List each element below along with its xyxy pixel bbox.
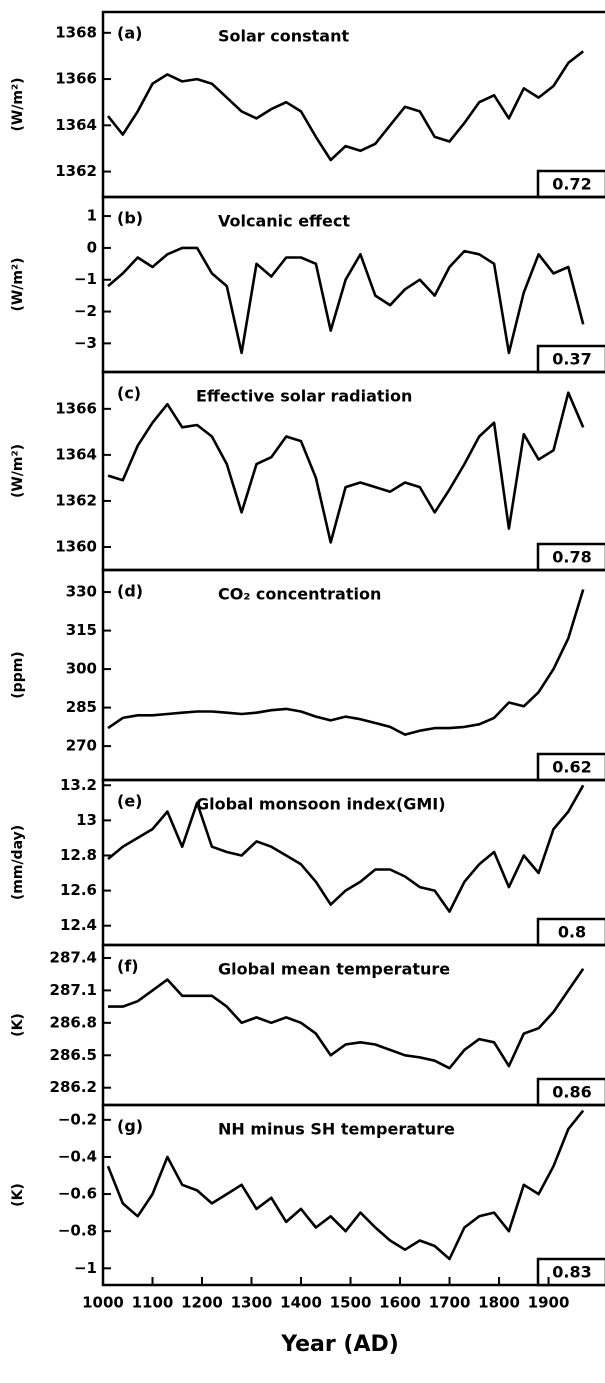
panel-label: (a) <box>117 24 142 43</box>
panel-title: Global monsoon index(GMI) <box>196 795 446 814</box>
x-tick-label: 1100 <box>132 1294 174 1312</box>
panel-label: (d) <box>117 582 143 601</box>
y-tick-label: 12.4 <box>60 916 97 934</box>
y-tick-label: −1 <box>74 1259 97 1277</box>
y-tick-label: 287.1 <box>50 981 97 999</box>
y-tick-label: 286.5 <box>50 1046 97 1064</box>
x-tick-label: 1500 <box>330 1294 372 1312</box>
data-line <box>106 50 584 162</box>
panel-title: CO₂ concentration <box>218 585 381 604</box>
panel-label: (c) <box>117 384 141 403</box>
y-tick-label: 1360 <box>55 537 97 555</box>
y-tick-label: 1368 <box>55 23 97 41</box>
y-tick-label: −0.2 <box>58 1110 97 1128</box>
data-line <box>107 589 585 736</box>
y-tick-label: −0.6 <box>58 1185 97 1203</box>
panel-title: Global mean temperature <box>218 960 450 979</box>
y-axis-label: (W/m²) <box>10 257 26 311</box>
y-tick-label: 1366 <box>55 399 97 417</box>
correlation-value: 0.8 <box>558 923 586 942</box>
y-tick-label: 1362 <box>55 162 97 180</box>
correlation-value: 0.37 <box>552 350 591 369</box>
y-tick-label: 13.2 <box>60 776 97 794</box>
panel-title: Volcanic effect <box>218 212 350 231</box>
y-tick-label: 12.8 <box>60 846 97 864</box>
x-tick-label: 1200 <box>181 1294 223 1312</box>
correlation-value: 0.78 <box>552 548 591 567</box>
y-axis-label: (W/m²) <box>10 444 26 498</box>
panel-frame <box>101 10 605 199</box>
y-axis-label: (mm/day) <box>10 825 26 900</box>
correlation-value: 0.72 <box>552 175 591 194</box>
data-line <box>106 1109 585 1261</box>
x-tick-label: 1400 <box>280 1294 322 1312</box>
y-tick-label: 1364 <box>55 445 97 463</box>
y-tick-label: 1 <box>87 207 97 225</box>
correlation-value: 0.83 <box>552 1263 591 1282</box>
y-tick-label: −3 <box>74 334 97 352</box>
correlation-box <box>536 344 605 374</box>
correlation-value: 0.86 <box>552 1083 591 1102</box>
y-tick-label: 300 <box>66 660 97 678</box>
y-tick-label: 1364 <box>55 116 97 134</box>
panel-title: Effective solar radiation <box>196 387 412 406</box>
x-tick-label: 1300 <box>231 1294 273 1312</box>
y-tick-label: 287.4 <box>50 948 97 966</box>
x-axis-label: Year (AD) <box>280 1332 399 1357</box>
y-tick-label: 0 <box>87 238 97 256</box>
panel-title: NH minus SH temperature <box>218 1120 455 1139</box>
y-axis-label: (K) <box>10 1183 26 1207</box>
y-tick-label: −0.4 <box>58 1147 97 1165</box>
y-tick-label: −0.8 <box>58 1222 97 1240</box>
y-tick-label: 270 <box>66 737 97 755</box>
y-tick-label: 315 <box>66 621 97 639</box>
x-tick-label: 1000 <box>82 1294 124 1312</box>
panel-title: Solar constant <box>218 27 349 46</box>
y-tick-label: 330 <box>66 583 97 601</box>
x-tick-label: 1600 <box>379 1294 421 1312</box>
y-axis-label: (ppm) <box>10 651 26 698</box>
correlation-box <box>536 169 605 199</box>
y-tick-label: 285 <box>66 698 97 716</box>
y-axis-label: (K) <box>10 1013 26 1037</box>
correlation-value: 0.62 <box>552 758 591 777</box>
data-line <box>107 246 585 355</box>
y-tick-label: 13 <box>76 811 97 829</box>
x-tick-label: 1800 <box>478 1294 520 1312</box>
y-tick-label: −2 <box>74 302 97 320</box>
panel-label: (f) <box>117 957 139 976</box>
y-tick-label: 286.8 <box>50 1013 97 1031</box>
correlation-box <box>536 752 605 782</box>
y-axis-label: (W/m²) <box>10 77 26 131</box>
y-tick-label: 12.6 <box>60 881 97 899</box>
correlation-box <box>536 542 605 572</box>
y-tick-label: 1366 <box>55 70 97 88</box>
data-line <box>107 391 585 544</box>
y-tick-label: 286.2 <box>50 1078 97 1096</box>
data-line <box>108 968 585 1070</box>
x-tick-label: 1900 <box>528 1294 570 1312</box>
panel-label: (g) <box>117 1117 143 1136</box>
panel-frame <box>101 195 605 374</box>
y-tick-label: −1 <box>74 270 97 288</box>
x-tick-label: 1700 <box>429 1294 471 1312</box>
y-tick-label: 1362 <box>55 491 97 509</box>
panel-label: (b) <box>117 209 143 228</box>
data-line <box>107 784 585 913</box>
panel-label: (e) <box>117 792 142 811</box>
